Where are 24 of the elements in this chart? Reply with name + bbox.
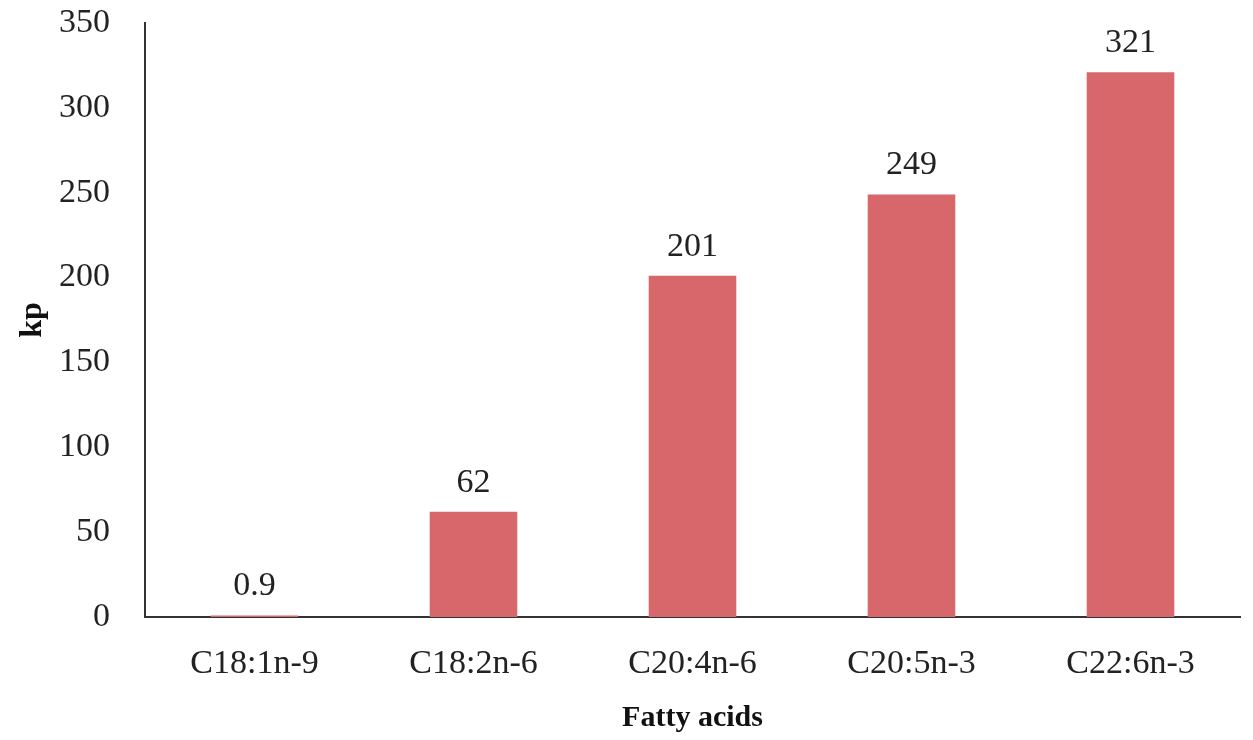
data-label: 0.9 [233,565,276,603]
x-axis-title: Fatty acids [622,698,763,732]
data-label: 201 [667,225,718,263]
y-tick-label: 250 [59,171,110,209]
y-tick-label: 200 [59,256,110,294]
x-tick-label: C20:4n-6 [628,643,757,681]
bar [429,511,518,617]
data-label: 62 [456,461,491,499]
x-tick-label: C22:6n-3 [1066,643,1195,681]
y-tick-label: 50 [76,511,110,549]
bar [867,194,956,617]
y-tick-label: 300 [59,86,110,124]
data-label: 321 [1105,22,1156,60]
data-label: 249 [886,144,937,182]
x-tick-label: C18:2n-6 [409,643,538,681]
bar [648,275,737,617]
x-tick-label: C18:1n-9 [190,643,319,681]
y-tick-label: 0 [93,595,110,633]
y-tick-label: 350 [59,1,110,39]
y-axis-title: kp [12,302,49,338]
x-tick-label: C20:5n-3 [847,643,976,681]
y-tick-label: 150 [59,341,110,379]
bar [1086,72,1175,617]
y-tick-label: 100 [59,426,110,464]
